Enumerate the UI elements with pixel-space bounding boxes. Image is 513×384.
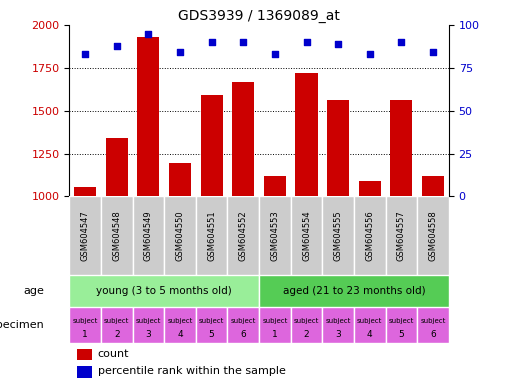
Text: GSM604555: GSM604555 bbox=[333, 210, 343, 261]
Bar bbox=[386, 307, 417, 343]
Bar bbox=[169, 163, 191, 196]
Point bbox=[81, 51, 89, 57]
Bar bbox=[164, 196, 196, 275]
Bar bbox=[386, 196, 417, 275]
Point bbox=[144, 30, 152, 36]
Text: subject: subject bbox=[199, 318, 224, 324]
Text: 4: 4 bbox=[177, 331, 183, 339]
Bar bbox=[259, 275, 449, 307]
Bar bbox=[354, 307, 386, 343]
Point bbox=[397, 39, 405, 45]
Text: GSM604550: GSM604550 bbox=[175, 210, 185, 261]
Text: 3: 3 bbox=[146, 331, 151, 339]
Point bbox=[302, 39, 310, 45]
Bar bbox=[196, 307, 227, 343]
Title: GDS3939 / 1369089_at: GDS3939 / 1369089_at bbox=[178, 8, 340, 23]
Bar bbox=[201, 95, 223, 196]
Bar bbox=[322, 196, 354, 275]
Text: count: count bbox=[98, 349, 129, 359]
Text: 5: 5 bbox=[209, 331, 214, 339]
Bar bbox=[422, 176, 444, 196]
Bar bbox=[106, 138, 128, 196]
Text: GSM604554: GSM604554 bbox=[302, 210, 311, 261]
Text: percentile rank within the sample: percentile rank within the sample bbox=[98, 366, 286, 376]
Bar bbox=[74, 187, 96, 196]
Bar bbox=[227, 307, 259, 343]
Bar bbox=[264, 176, 286, 196]
Text: GSM604556: GSM604556 bbox=[365, 210, 374, 261]
Point bbox=[239, 39, 247, 45]
Text: subject: subject bbox=[135, 318, 161, 324]
Text: 6: 6 bbox=[430, 331, 436, 339]
Text: specimen: specimen bbox=[0, 320, 44, 330]
Point bbox=[207, 39, 215, 45]
Text: aged (21 to 23 months old): aged (21 to 23 months old) bbox=[283, 286, 425, 296]
Text: GSM604548: GSM604548 bbox=[112, 210, 121, 261]
Bar bbox=[101, 307, 132, 343]
Text: subject: subject bbox=[389, 318, 414, 324]
Text: subject: subject bbox=[167, 318, 193, 324]
Text: GSM604552: GSM604552 bbox=[239, 210, 248, 261]
Point bbox=[334, 41, 342, 47]
Bar bbox=[390, 100, 412, 196]
Bar bbox=[232, 83, 254, 196]
Bar bbox=[322, 307, 354, 343]
Text: subject: subject bbox=[104, 318, 129, 324]
Text: subject: subject bbox=[325, 318, 351, 324]
Bar bbox=[259, 196, 291, 275]
Bar bbox=[259, 307, 291, 343]
Text: age: age bbox=[23, 286, 44, 296]
Text: 3: 3 bbox=[336, 331, 341, 339]
Text: 2: 2 bbox=[114, 331, 120, 339]
Text: subject: subject bbox=[357, 318, 383, 324]
Text: 1: 1 bbox=[272, 331, 278, 339]
Point bbox=[271, 51, 279, 57]
Text: subject: subject bbox=[230, 318, 256, 324]
Text: GSM604557: GSM604557 bbox=[397, 210, 406, 261]
Bar bbox=[69, 307, 101, 343]
Point bbox=[429, 49, 437, 55]
Text: GSM604553: GSM604553 bbox=[270, 210, 280, 261]
Bar bbox=[354, 196, 386, 275]
Bar bbox=[77, 366, 92, 378]
Text: subject: subject bbox=[262, 318, 288, 324]
Bar bbox=[69, 196, 101, 275]
Text: young (3 to 5 months old): young (3 to 5 months old) bbox=[96, 286, 232, 296]
Point bbox=[113, 43, 121, 49]
Bar bbox=[291, 196, 322, 275]
Point bbox=[176, 49, 184, 55]
Point bbox=[366, 51, 374, 57]
Bar bbox=[359, 181, 381, 196]
Text: 4: 4 bbox=[367, 331, 372, 339]
Bar bbox=[132, 307, 164, 343]
Text: GSM604549: GSM604549 bbox=[144, 210, 153, 261]
Bar bbox=[227, 196, 259, 275]
Text: GSM604547: GSM604547 bbox=[81, 210, 90, 261]
Bar bbox=[137, 37, 160, 196]
Text: subject: subject bbox=[72, 318, 98, 324]
Bar bbox=[291, 307, 322, 343]
Bar bbox=[101, 196, 132, 275]
Bar bbox=[417, 307, 449, 343]
Text: 2: 2 bbox=[304, 331, 309, 339]
Bar bbox=[164, 307, 196, 343]
Bar bbox=[327, 100, 349, 196]
Bar bbox=[196, 196, 227, 275]
Text: 6: 6 bbox=[241, 331, 246, 339]
Text: GSM604558: GSM604558 bbox=[428, 210, 438, 261]
Text: GSM604551: GSM604551 bbox=[207, 210, 216, 261]
Text: subject: subject bbox=[294, 318, 319, 324]
Text: subject: subject bbox=[420, 318, 446, 324]
Text: 5: 5 bbox=[399, 331, 404, 339]
Bar bbox=[295, 73, 318, 196]
Bar bbox=[417, 196, 449, 275]
Bar bbox=[77, 349, 92, 361]
Text: 1: 1 bbox=[82, 331, 88, 339]
Bar bbox=[69, 275, 259, 307]
Bar bbox=[132, 196, 164, 275]
